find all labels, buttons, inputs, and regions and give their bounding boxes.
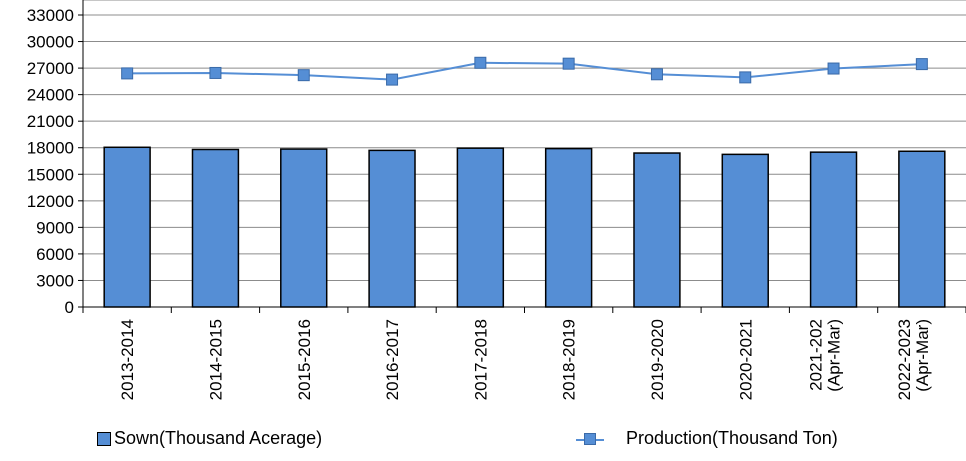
x-tick-label: (Apr-Mar) bbox=[825, 319, 844, 392]
y-tick-label: 21000 bbox=[27, 112, 74, 131]
bar bbox=[191, 148, 240, 308]
y-tick-label: 0 bbox=[65, 298, 74, 317]
bar bbox=[456, 147, 505, 308]
bar bbox=[103, 146, 151, 308]
x-tick-label: 2022-2023 bbox=[895, 319, 914, 400]
y-tick-label: 3000 bbox=[36, 271, 74, 290]
y-tick-label: 27000 bbox=[27, 59, 74, 78]
production-point bbox=[827, 62, 840, 75]
bar bbox=[368, 149, 416, 308]
bar bbox=[280, 148, 328, 308]
bar bbox=[898, 150, 946, 308]
production-point bbox=[297, 69, 310, 82]
y-tick-label: 33000 bbox=[27, 6, 74, 25]
x-tick-label: 2017-2018 bbox=[471, 319, 490, 400]
legend-swatch-sown bbox=[97, 431, 111, 446]
production-point bbox=[562, 57, 575, 70]
production-point bbox=[386, 73, 399, 86]
y-tick-label: 15000 bbox=[27, 165, 74, 184]
production-point bbox=[739, 71, 752, 84]
y-tick-label: 12000 bbox=[27, 192, 74, 211]
production-line bbox=[127, 61, 922, 81]
legend-item-production: Production(Thousand Ton) bbox=[576, 428, 838, 449]
x-tick-label: 2020-2021 bbox=[736, 319, 755, 400]
x-tick-label: 2015-2016 bbox=[295, 319, 314, 400]
y-tick-label: 30000 bbox=[27, 33, 74, 52]
y-axis: 0 3000 6000 9000 12000 15000 18000 21000 24000 27… bbox=[27, 0, 84, 317]
x-tick-label: 2014-2015 bbox=[206, 319, 225, 400]
x-tick-label: 2013-2014 bbox=[118, 319, 137, 400]
production-point bbox=[209, 66, 222, 79]
y-tick-label: 6000 bbox=[36, 245, 74, 264]
legend-label-production: Production(Thousand Ton) bbox=[626, 428, 838, 448]
legend-item-sown: Sown(Thousand Acerage) bbox=[97, 428, 322, 449]
production-point bbox=[474, 56, 487, 69]
x-tick-label: 2021-202 bbox=[807, 319, 826, 391]
production-point bbox=[650, 68, 663, 81]
bar bbox=[544, 147, 593, 308]
x-tick-label: 2016-2017 bbox=[383, 319, 402, 400]
x-axis: 2013-2014 2014-2015 2015-2016 2016-2017 2017… bbox=[82, 306, 966, 400]
production-point bbox=[915, 58, 928, 71]
bar-series-sown bbox=[103, 146, 946, 308]
production-point bbox=[121, 67, 134, 80]
bar bbox=[721, 153, 769, 308]
x-tick-label: 2018-2019 bbox=[560, 319, 579, 400]
bar bbox=[809, 151, 858, 308]
legend-label-sown: Sown(Thousand Acerage) bbox=[114, 428, 323, 448]
legend-swatch-production bbox=[576, 432, 604, 446]
y-tick-label: 18000 bbox=[27, 139, 74, 158]
x-tick-label: (Apr-Mar) bbox=[913, 319, 932, 392]
x-tick-label: 2019-2020 bbox=[648, 319, 667, 400]
bar bbox=[633, 152, 681, 308]
line-series-production bbox=[121, 56, 928, 86]
y-tick-label: 24000 bbox=[27, 86, 74, 105]
y-tick-label: 9000 bbox=[36, 218, 74, 237]
